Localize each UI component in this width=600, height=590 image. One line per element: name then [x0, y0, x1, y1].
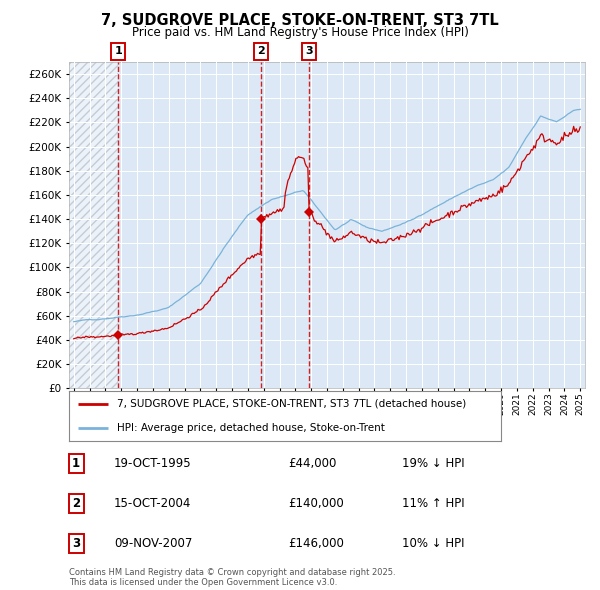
Text: 1: 1: [114, 47, 122, 57]
Text: 19-OCT-1995: 19-OCT-1995: [114, 457, 191, 470]
Text: 3: 3: [305, 47, 313, 57]
Text: 7, SUDGROVE PLACE, STOKE-ON-TRENT, ST3 7TL (detached house): 7, SUDGROVE PLACE, STOKE-ON-TRENT, ST3 7…: [116, 399, 466, 409]
Text: £140,000: £140,000: [288, 497, 344, 510]
Text: 10% ↓ HPI: 10% ↓ HPI: [402, 537, 464, 550]
Text: 3: 3: [72, 537, 80, 550]
Text: £44,000: £44,000: [288, 457, 337, 470]
Text: HPI: Average price, detached house, Stoke-on-Trent: HPI: Average price, detached house, Stok…: [116, 423, 385, 433]
Text: Contains HM Land Registry data © Crown copyright and database right 2025.
This d: Contains HM Land Registry data © Crown c…: [69, 568, 395, 587]
Text: £146,000: £146,000: [288, 537, 344, 550]
Text: 7, SUDGROVE PLACE, STOKE-ON-TRENT, ST3 7TL: 7, SUDGROVE PLACE, STOKE-ON-TRENT, ST3 7…: [101, 13, 499, 28]
Text: 2: 2: [257, 47, 265, 57]
Text: 1: 1: [72, 457, 80, 470]
Text: Price paid vs. HM Land Registry's House Price Index (HPI): Price paid vs. HM Land Registry's House …: [131, 26, 469, 39]
Bar: [66, 62, 118, 388]
Text: 09-NOV-2007: 09-NOV-2007: [114, 537, 193, 550]
Text: 2: 2: [72, 497, 80, 510]
Text: 15-OCT-2004: 15-OCT-2004: [114, 497, 191, 510]
Text: 11% ↑ HPI: 11% ↑ HPI: [402, 497, 464, 510]
Text: 19% ↓ HPI: 19% ↓ HPI: [402, 457, 464, 470]
